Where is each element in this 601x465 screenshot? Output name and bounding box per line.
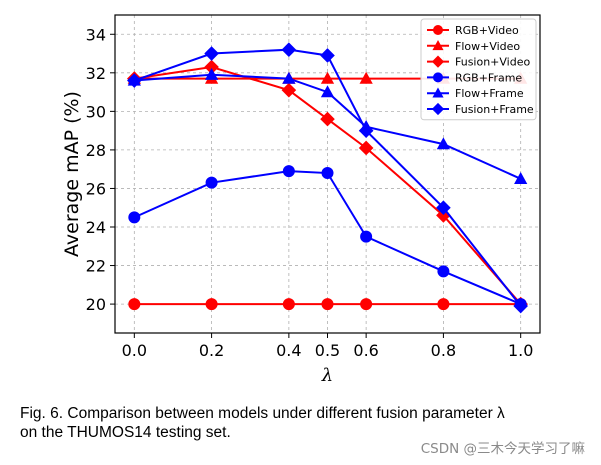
- data-point-rgb-video: [205, 298, 218, 311]
- x-tick-label: 0.2: [199, 341, 224, 360]
- series-rgb-frame: [128, 165, 527, 311]
- y-tick-label: 28: [86, 141, 106, 160]
- data-point-flow-video: [359, 71, 373, 84]
- y-tick-label: 22: [86, 257, 106, 276]
- legend-entry-fusion-frame: Fusion+Frame: [427, 102, 534, 116]
- y-tick-label: 20: [86, 295, 106, 314]
- data-point-rgb-frame: [282, 165, 295, 178]
- data-point-rgb-frame: [437, 265, 450, 278]
- data-point-rgb-frame: [205, 176, 218, 189]
- caption-line-2: on the THUMOS14 testing set.: [20, 424, 231, 441]
- data-point-rgb-frame: [321, 167, 334, 180]
- x-tick-label: 0.8: [431, 341, 456, 360]
- legend-label: RGB+Frame: [455, 71, 522, 84]
- data-point-fusion-frame: [204, 46, 219, 61]
- data-point-flow-frame: [514, 172, 528, 184]
- x-axis-label: λ: [321, 365, 333, 386]
- data-point-rgb-frame: [360, 230, 373, 243]
- legend-label: Fusion+Frame: [455, 103, 534, 116]
- x-tick-label: 0.4: [276, 341, 301, 360]
- legend-entry-fusion-video: Fusion+Video: [427, 55, 530, 69]
- x-tick-label: 1.0: [508, 341, 533, 360]
- data-point-fusion-frame: [358, 123, 374, 138]
- data-point-fusion-video: [281, 82, 297, 98]
- y-tick-label: 32: [86, 64, 106, 83]
- legend-marker: [432, 40, 444, 51]
- caption-prefix: Fig. 6.: [20, 405, 64, 422]
- data-point-flow-frame: [204, 67, 219, 80]
- series-fusion-frame: [127, 42, 528, 314]
- x-tick-label: 0.5: [315, 341, 340, 360]
- data-point-rgb-video: [321, 298, 334, 311]
- data-point-fusion-video: [358, 140, 374, 156]
- data-point-rgb-video: [437, 298, 450, 311]
- legend-box: [420, 18, 537, 121]
- data-point-flow-video: [320, 71, 335, 84]
- data-point-rgb-frame: [128, 211, 141, 224]
- data-point-fusion-frame: [513, 298, 528, 314]
- y-axis-label: Average mAP (%): [61, 91, 83, 257]
- data-point-fusion-frame: [127, 73, 142, 88]
- legend-label: RGB+Video: [455, 24, 519, 37]
- legend-marker: [433, 72, 443, 83]
- figure-caption: Fig. 6. Comparison between models under …: [20, 404, 590, 442]
- axes: 0.0 0.2 0.4 0.5 0.6 0.8 1.0 20 22 24 26 28 30 32 34: [86, 25, 534, 360]
- line-chart: 0.0 0.2 0.4 0.5 0.6 0.8 1.0 20 22 24 26 28 30 32 34 RG…: [61, 14, 541, 386]
- caption-line-1: Comparison between models under differen…: [67, 405, 505, 422]
- data-point-fusion-frame: [320, 48, 335, 63]
- data-point-fusion-frame: [436, 200, 451, 216]
- legend-marker: [431, 55, 445, 68]
- data-point-rgb-video: [360, 298, 373, 311]
- data-point-flow-frame: [320, 85, 335, 98]
- legend: RGB+Video Flow+Video Fusion+Video RGB+Frame…: [420, 18, 537, 121]
- data-point-fusion-frame: [281, 42, 297, 57]
- y-tick-label: 24: [86, 218, 106, 237]
- y-tick-label: 34: [86, 25, 106, 44]
- legend-marker: [433, 25, 443, 35]
- data-point-flow-frame: [436, 137, 451, 150]
- watermark: CSDN @三木今天学习了嘛: [420, 441, 585, 457]
- legend-entry-rgb-frame: RGB+Frame: [427, 71, 522, 84]
- legend-label: Flow+Video: [455, 40, 520, 53]
- legend-label: Fusion+Video: [455, 56, 530, 69]
- data-point-fusion-video: [320, 111, 335, 127]
- data-point-flow-frame: [282, 71, 296, 84]
- legend-entry-rgb-video: RGB+Video: [427, 24, 519, 37]
- legend-entry-flow-frame: Flow+Frame: [427, 87, 524, 100]
- x-tick-label: 0.0: [122, 341, 147, 360]
- x-tick-label: 0.6: [353, 341, 378, 360]
- data-point-rgb-video: [282, 298, 295, 311]
- legend-marker: [432, 87, 444, 98]
- legend-label: Flow+Frame: [455, 87, 524, 100]
- legend-entry-flow-video: Flow+Video: [427, 40, 520, 53]
- series-rgb-video: [128, 298, 527, 311]
- y-tick-label: 26: [86, 179, 106, 198]
- legend-marker: [431, 102, 445, 116]
- data-point-rgb-video: [128, 298, 141, 311]
- y-tick-label: 30: [86, 102, 106, 121]
